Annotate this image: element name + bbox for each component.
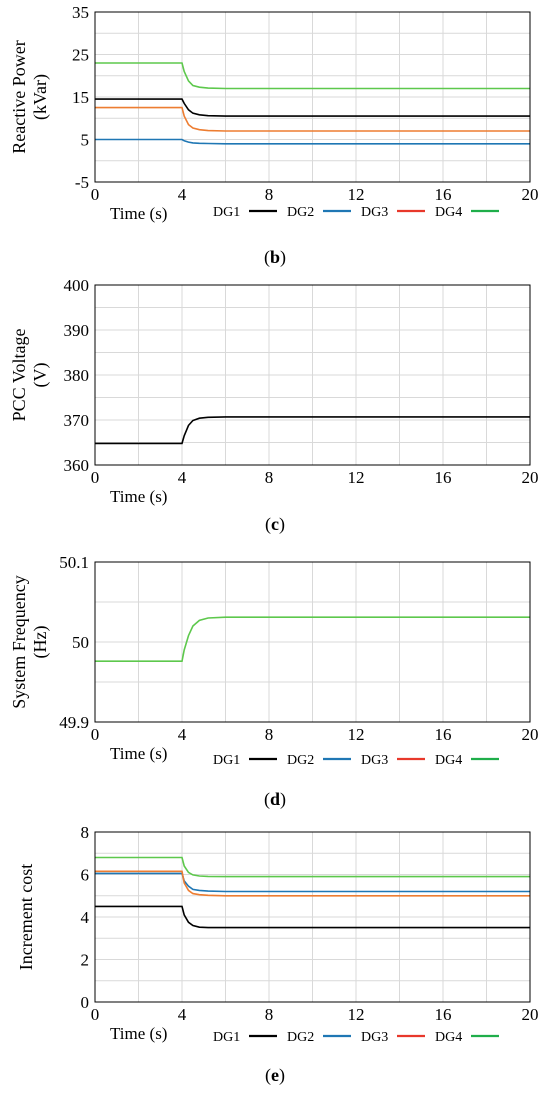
y-axis-label: PCC Voltage	[9, 329, 29, 422]
x-tick-label: 16	[435, 725, 452, 744]
legend-label-dg1: DG1	[213, 753, 240, 768]
x-tick-label: 4	[178, 1005, 187, 1024]
x-axis-label: Time (s)	[110, 744, 167, 763]
x-axis-label: Time (s)	[110, 204, 167, 223]
legend-label-dg2: DG2	[287, 1030, 314, 1045]
y-axis-label: (V)	[30, 363, 51, 388]
x-tick-label: 20	[522, 468, 539, 487]
plot-frame	[94, 561, 531, 723]
y-tick-label: 35	[72, 3, 89, 22]
figure-caption: (d)	[264, 789, 286, 810]
plot-frame	[94, 831, 531, 1003]
y-tick-label: 400	[64, 276, 90, 295]
legend-label-dg2: DG2	[287, 205, 314, 220]
x-tick-label: 4	[178, 185, 187, 204]
x-tick-label: 12	[348, 468, 365, 487]
x-tick-label: 4	[178, 468, 187, 487]
y-tick-label: 25	[72, 46, 89, 65]
y-tick-label: 15	[72, 88, 89, 107]
chart-d: 0 4 8 12 16 20 49.9 50 50.1 System Frequency (Hz) T…	[9, 553, 539, 810]
series-line-voltage	[95, 416, 530, 445]
y-axis-label: (Hz)	[30, 626, 51, 659]
legend: DG1 DG2 DG3 DG4	[213, 1030, 499, 1045]
x-tick-label: 16	[435, 185, 452, 204]
y-axis-label: System Frequency	[9, 575, 29, 708]
legend-label-dg3: DG3	[361, 1030, 388, 1045]
x-tick-label: 16	[435, 468, 452, 487]
x-tick-label: 12	[348, 725, 365, 744]
x-tick-label: 12	[348, 1005, 365, 1024]
y-tick-label: 2	[81, 951, 90, 970]
legend: DG1 DG2 DG3 DG4	[213, 753, 499, 768]
y-tick-label: 50.1	[59, 553, 89, 572]
y-tick-label: 370	[64, 411, 90, 430]
x-tick-label: 0	[91, 725, 100, 744]
legend-label-dg3: DG3	[361, 205, 388, 220]
x-tick-label: 0	[91, 468, 100, 487]
series-line-dg4	[95, 62, 530, 90]
legend: DG1 DG2 DG3 DG4	[213, 205, 499, 220]
series-line-dg3	[95, 870, 530, 897]
grid	[95, 285, 530, 465]
plot-frame	[94, 11, 531, 183]
figure-caption: (e)	[265, 1065, 285, 1086]
series-line-dg2	[95, 138, 530, 145]
x-tick-label: 20	[522, 725, 539, 744]
y-tick-label: 0	[81, 993, 90, 1012]
figure-caption: (b)	[264, 247, 286, 268]
legend-label-dg4: DG4	[435, 753, 462, 768]
x-tick-label: 20	[522, 1005, 539, 1024]
legend-label-dg2: DG2	[287, 753, 314, 768]
chart-b: 0 4 8 12 16 20 -5 5 15 25 35 Reactive Power (kVar) Ti…	[9, 3, 539, 268]
x-tick-label: 12	[348, 185, 365, 204]
y-axis-label: Reactive Power	[9, 40, 29, 153]
y-tick-label: -5	[75, 173, 89, 192]
y-tick-label: 6	[81, 866, 90, 885]
y-tick-label: 380	[64, 366, 90, 385]
figure-caption: (c)	[265, 514, 285, 535]
y-tick-label: 5	[81, 131, 90, 150]
chart-c: 0 4 8 12 16 20 360 370 380 390 400 PCC Voltage (V) Ti…	[9, 276, 539, 535]
legend-label-dg3: DG3	[361, 753, 388, 768]
x-axis-label: Time (s)	[110, 487, 167, 506]
grid	[95, 832, 530, 1002]
x-tick-label: 8	[265, 1005, 274, 1024]
series-line-dg1	[95, 905, 530, 929]
plot-frame	[94, 284, 531, 466]
y-tick-label: 4	[81, 908, 90, 927]
series-line-dg4	[95, 856, 530, 878]
series-line-dg1	[95, 98, 530, 117]
legend-label-dg1: DG1	[213, 205, 240, 220]
x-tick-label: 0	[91, 1005, 100, 1024]
x-tick-label: 8	[265, 468, 274, 487]
x-axis-label: Time (s)	[110, 1024, 167, 1043]
grid	[95, 12, 530, 182]
x-tick-label: 8	[265, 725, 274, 744]
x-tick-label: 20	[522, 185, 539, 204]
y-tick-label: 50	[72, 633, 89, 652]
y-tick-label: 8	[81, 823, 90, 842]
y-axis-label: (kVar)	[30, 74, 51, 120]
x-tick-label: 16	[435, 1005, 452, 1024]
legend-label-dg4: DG4	[435, 1030, 462, 1045]
y-axis-label: Increment cost	[16, 864, 36, 970]
y-tick-label: 360	[64, 456, 90, 475]
y-tick-label: 49.9	[59, 713, 89, 732]
grid	[95, 562, 530, 722]
x-tick-label: 4	[178, 725, 187, 744]
x-tick-label: 0	[91, 185, 100, 204]
series-line-dg4	[95, 616, 530, 662]
legend-label-dg4: DG4	[435, 205, 462, 220]
y-tick-label: 390	[64, 321, 90, 340]
legend-label-dg1: DG1	[213, 1030, 240, 1045]
series-line-dg3	[95, 106, 530, 132]
x-tick-label: 8	[265, 185, 274, 204]
